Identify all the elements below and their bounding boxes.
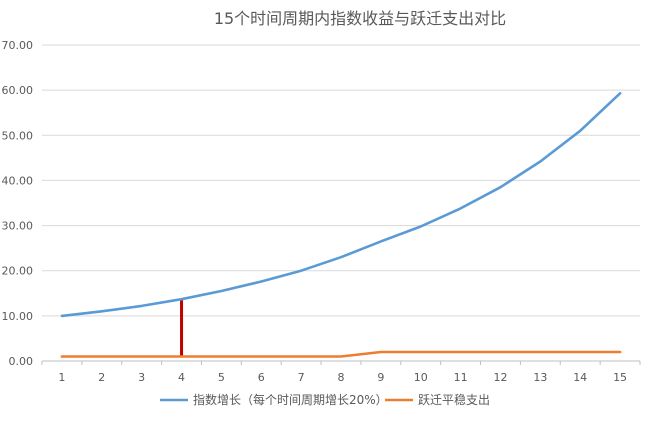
x-tick-label: 4 — [178, 371, 185, 384]
x-tick-label: 10 — [414, 371, 428, 384]
x-tick-label: 2 — [98, 371, 105, 384]
y-tick-label: 20.00 — [2, 265, 34, 278]
y-tick-label: 60.00 — [2, 84, 34, 97]
x-tick-label: 8 — [338, 371, 345, 384]
y-tick-label: 0.00 — [9, 355, 34, 368]
y-axis-ticks: 0.00 10.00 20.00 30.00 40.00 50.00 60.00 70.00 — [2, 39, 34, 368]
x-tick-label: 7 — [298, 371, 305, 384]
x-tick-label: 11 — [454, 371, 468, 384]
series-layer — [60, 92, 622, 358]
x-tick-label: 12 — [493, 371, 507, 384]
y-tick-label: 10.00 — [2, 310, 34, 323]
grid-layer — [42, 44, 640, 362]
y-tick-label: 30.00 — [2, 220, 34, 233]
y-tick-label: 50.00 — [2, 129, 34, 142]
y-tick-label: 40.00 — [2, 174, 34, 187]
chart-title: 15个时间周期内指数收益与跃迁支出对比 — [214, 9, 506, 28]
legend-label: 跃迁平稳支出 — [418, 392, 490, 407]
y-tick-label: 70.00 — [2, 39, 34, 52]
x-tick-label: 9 — [377, 371, 384, 384]
series-line-2 — [60, 350, 622, 358]
x-axis-ticks: 1 2 3 4 5 6 7 8 9 10 11 12 13 14 15 — [41, 361, 641, 384]
x-tick-label: 5 — [218, 371, 225, 384]
legend: 指数增长（每个时间周期增长20%） 跃迁平稳支出 — [160, 392, 490, 407]
x-tick-label: 1 — [58, 371, 65, 384]
x-tick-label: 14 — [573, 371, 587, 384]
x-tick-label: 13 — [533, 371, 547, 384]
x-tick-label: 15 — [613, 371, 627, 384]
legend-label: 指数增长（每个时间周期增长20%） — [193, 392, 388, 407]
x-tick-label: 6 — [258, 371, 265, 384]
x-tick-label: 3 — [138, 371, 145, 384]
series-line-1 — [60, 92, 622, 318]
